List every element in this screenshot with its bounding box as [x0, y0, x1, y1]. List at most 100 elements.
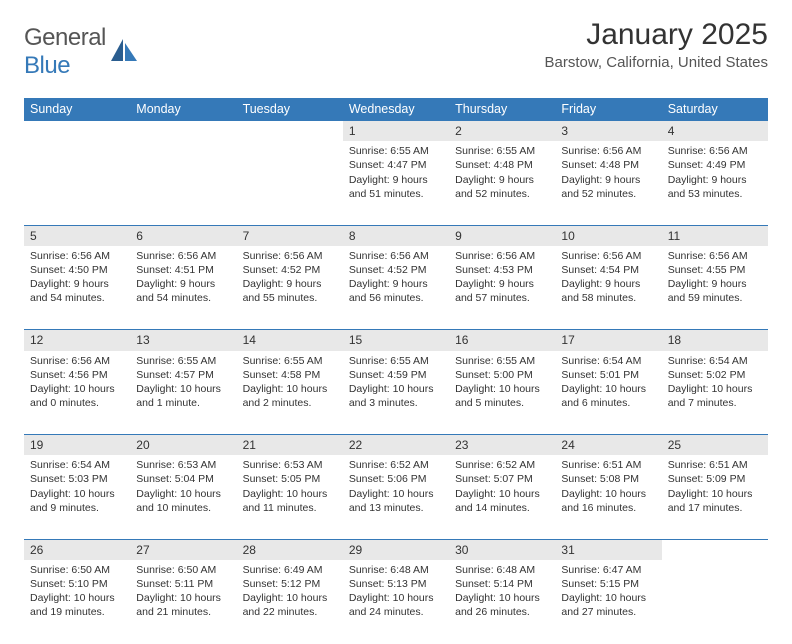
day-number-cell: 12 [24, 330, 130, 351]
day-header: Monday [130, 98, 236, 121]
day-content-cell: Sunrise: 6:52 AMSunset: 5:06 PMDaylight:… [343, 455, 449, 539]
day-content-cell: Sunrise: 6:56 AMSunset: 4:48 PMDaylight:… [555, 141, 661, 225]
day-number-cell [130, 121, 236, 142]
daylight-text: Daylight: 10 hours and 14 minutes. [455, 487, 549, 515]
sunrise-text: Sunrise: 6:54 AM [668, 354, 762, 368]
day-content-cell: Sunrise: 6:54 AMSunset: 5:01 PMDaylight:… [555, 351, 661, 435]
sunrise-text: Sunrise: 6:52 AM [349, 458, 443, 472]
day-content-cell: Sunrise: 6:56 AMSunset: 4:52 PMDaylight:… [343, 246, 449, 330]
day-content-cell: Sunrise: 6:53 AMSunset: 5:04 PMDaylight:… [130, 455, 236, 539]
sunset-text: Sunset: 4:50 PM [30, 263, 124, 277]
day-number-cell: 28 [237, 539, 343, 560]
daylight-text: Daylight: 10 hours and 11 minutes. [243, 487, 337, 515]
daynum-row: 1234 [24, 121, 768, 142]
day-header: Wednesday [343, 98, 449, 121]
daylight-text: Daylight: 10 hours and 22 minutes. [243, 591, 337, 619]
sunrise-text: Sunrise: 6:48 AM [349, 563, 443, 577]
sunset-text: Sunset: 4:55 PM [668, 263, 762, 277]
sunset-text: Sunset: 4:48 PM [455, 158, 549, 172]
day-number-cell [237, 121, 343, 142]
sunset-text: Sunset: 5:06 PM [349, 472, 443, 486]
sunrise-text: Sunrise: 6:53 AM [243, 458, 337, 472]
sunset-text: Sunset: 5:12 PM [243, 577, 337, 591]
daylight-text: Daylight: 9 hours and 52 minutes. [455, 173, 549, 201]
day-content-cell: Sunrise: 6:56 AMSunset: 4:52 PMDaylight:… [237, 246, 343, 330]
content-row: Sunrise: 6:56 AM Sunset: 4:50 PM Daylight:… [24, 246, 768, 330]
daylight-text: Daylight: 10 hours and 2 minutes. [243, 382, 337, 410]
sunrise-text: Sunrise: 6:55 AM [243, 354, 337, 368]
day-content-cell: Sunrise: 6:56 AMSunset: 4:53 PMDaylight:… [449, 246, 555, 330]
sunset-text: Sunset: 4:53 PM [455, 263, 549, 277]
content-row: Sunrise: 6:55 AMSunset: 4:47 PM Daylight:… [24, 141, 768, 225]
sunrise-text: Sunrise: 6:55 AM [349, 354, 443, 368]
sunset-text: Sunset: 5:03 PM [30, 472, 124, 486]
sunrise-text: Sunrise: 6:50 AM [136, 563, 230, 577]
day-number-cell: 29 [343, 539, 449, 560]
day-content-cell: Sunrise: 6:56 AMSunset: 4:49 PMDaylight:… [662, 141, 768, 225]
daylight-text: Daylight: 10 hours and 16 minutes. [561, 487, 655, 515]
sunrise-text: Sunrise: 6:56 AM [455, 249, 549, 263]
day-number-cell: 22 [343, 435, 449, 456]
day-content-cell: Sunrise: 6:55 AMSunset: 4:47 PMDaylight:… [343, 141, 449, 225]
day-number-cell: 6 [130, 225, 236, 246]
day-number-cell: 16 [449, 330, 555, 351]
day-content-cell: Sunrise: 6:49 AMSunset: 5:12 PMDaylight:… [237, 560, 343, 644]
day-content-cell: Sunrise: 6:48 AMSunset: 5:13 PMDaylight:… [343, 560, 449, 644]
sunrise-text: Sunrise: 6:55 AM [349, 144, 443, 158]
sunset-text: Sunset: 5:14 PM [455, 577, 549, 591]
day-number-cell: 26 [24, 539, 130, 560]
sunset-text: Sunset: 4:48 PM [561, 158, 655, 172]
daylight-text: Daylight: 10 hours and 17 minutes. [668, 487, 762, 515]
day-number-cell: 11 [662, 225, 768, 246]
day-header: Sunday [24, 98, 130, 121]
day-content-cell [237, 141, 343, 225]
daylight-text: Daylight: 10 hours and 24 minutes. [349, 591, 443, 619]
day-content-cell: Sunrise: 6:55 AMSunset: 4:58 PMDaylight:… [237, 351, 343, 435]
day-number-cell: 30 [449, 539, 555, 560]
daylight-text: Daylight: 10 hours and 9 minutes. [30, 487, 124, 515]
sunrise-text: Sunrise: 6:56 AM [30, 354, 124, 368]
logo-text: General Blue [24, 24, 106, 80]
sunset-text: Sunset: 5:05 PM [243, 472, 337, 486]
sunrise-text: Sunrise: 6:56 AM [561, 144, 655, 158]
sunset-text: Sunset: 5:00 PM [455, 368, 549, 382]
sunset-text: Sunset: 5:09 PM [668, 472, 762, 486]
day-content-cell [130, 141, 236, 225]
day-number-cell: 13 [130, 330, 236, 351]
day-content-cell: Sunrise: 6:55 AMSunset: 4:57 PMDaylight:… [130, 351, 236, 435]
daylight-text: Daylight: 9 hours and 53 minutes. [668, 173, 762, 201]
day-number-cell: 27 [130, 539, 236, 560]
sunrise-text: Sunrise: 6:55 AM [136, 354, 230, 368]
sunset-text: Sunset: 4:47 PM [349, 158, 443, 172]
logo-text-1: General [24, 24, 106, 51]
sunset-text: Sunset: 4:54 PM [561, 263, 655, 277]
sunrise-text: Sunrise: 6:51 AM [668, 458, 762, 472]
sunset-text: Sunset: 5:04 PM [136, 472, 230, 486]
day-content-cell: Sunrise: 6:55 AMSunset: 4:59 PMDaylight:… [343, 351, 449, 435]
day-number-cell: 9 [449, 225, 555, 246]
sunset-text: Sunset: 5:01 PM [561, 368, 655, 382]
daylight-text: Daylight: 10 hours and 13 minutes. [349, 487, 443, 515]
location-text: Barstow, California, United States [545, 54, 768, 71]
sunrise-text: Sunrise: 6:56 AM [561, 249, 655, 263]
daylight-text: Daylight: 10 hours and 27 minutes. [561, 591, 655, 619]
sunset-text: Sunset: 5:08 PM [561, 472, 655, 486]
logo: General Blue [24, 24, 139, 80]
sunrise-text: Sunrise: 6:51 AM [561, 458, 655, 472]
day-content-cell: Sunrise: 6:52 AMSunset: 5:07 PMDaylight:… [449, 455, 555, 539]
sunset-text: Sunset: 4:49 PM [668, 158, 762, 172]
title-block: January 2025 Barstow, California, United… [545, 18, 768, 71]
sunset-text: Sunset: 5:10 PM [30, 577, 124, 591]
sunset-text: Sunset: 4:52 PM [349, 263, 443, 277]
day-number-cell: 4 [662, 121, 768, 142]
sunrise-text: Sunrise: 6:54 AM [561, 354, 655, 368]
calendar-body: 1234Sunrise: 6:55 AMSunset: 4:47 PMDayli… [24, 121, 768, 644]
daynum-row: 19202122232425 [24, 435, 768, 456]
daylight-text: Daylight: 10 hours and 19 minutes. [30, 591, 124, 619]
day-number-cell: 31 [555, 539, 661, 560]
sunset-text: Sunset: 5:02 PM [668, 368, 762, 382]
daylight-text: Daylight: 9 hours and 54 minutes. [136, 277, 230, 305]
day-content-cell: Sunrise: 6:53 AMSunset: 5:05 PMDaylight:… [237, 455, 343, 539]
day-number-cell: 1 [343, 121, 449, 142]
content-row: Sunrise: 6:50 AMSunset: 5:10 PMDaylight:… [24, 560, 768, 644]
